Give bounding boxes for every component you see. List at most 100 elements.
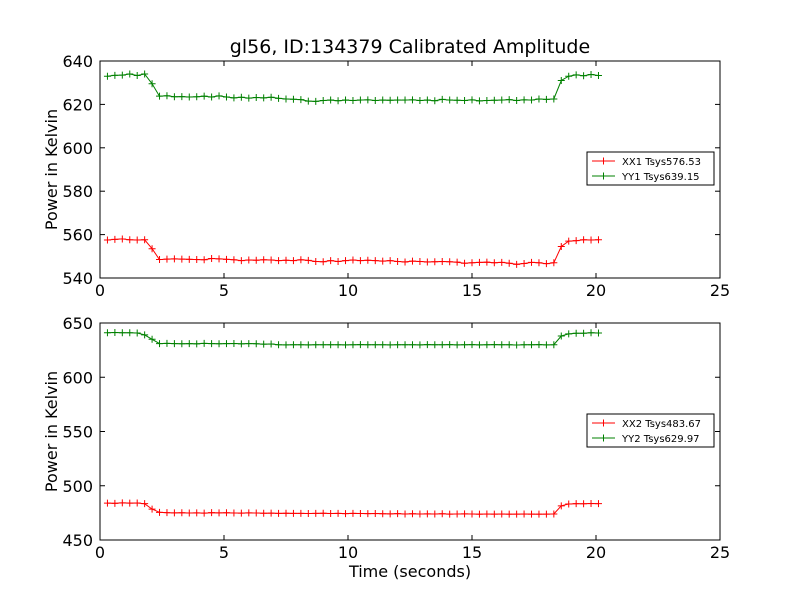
data-point-marker <box>141 70 149 78</box>
data-point-marker <box>312 258 320 266</box>
y-tick-label: 640 <box>62 52 93 71</box>
data-point-marker <box>349 96 357 104</box>
data-point-marker <box>356 257 364 265</box>
y-tick-label: 600 <box>62 139 93 158</box>
data-point-marker <box>275 94 283 102</box>
data-point-marker <box>408 96 416 104</box>
data-point-marker <box>356 96 364 104</box>
data-point-marker <box>319 341 327 349</box>
data-point-marker <box>327 341 335 349</box>
data-point-marker <box>386 96 394 104</box>
data-point-marker <box>245 340 253 348</box>
data-point-marker <box>483 96 491 104</box>
x-tick-label: 0 <box>95 281 105 300</box>
data-point-marker <box>453 510 461 518</box>
data-point-marker <box>446 341 454 349</box>
data-point-marker <box>282 509 290 517</box>
data-point-marker <box>103 499 111 507</box>
data-point-marker <box>297 256 305 264</box>
data-point-marker <box>572 237 580 245</box>
data-point-marker <box>542 510 550 518</box>
data-point-marker <box>327 257 335 265</box>
data-point-marker <box>103 72 111 80</box>
data-point-marker <box>513 341 521 349</box>
bottom-subplot: 0 5 10 15 20 25 450 500 550 600 650 Power in Kelvin… <box>42 314 730 581</box>
x-tick-label: 5 <box>219 281 229 300</box>
data-point-marker <box>215 255 223 263</box>
legend-marker <box>600 419 607 427</box>
data-point-marker <box>401 258 409 266</box>
data-point-marker <box>587 329 595 337</box>
data-point-marker <box>133 72 141 80</box>
data-point-marker <box>111 71 119 79</box>
data-point-marker <box>222 509 230 517</box>
data-point-marker <box>334 509 342 517</box>
data-point-marker <box>327 96 335 104</box>
data-point-marker <box>498 96 506 104</box>
data-point-marker <box>505 341 513 349</box>
data-point-marker <box>252 256 260 264</box>
data-point-marker <box>535 259 543 267</box>
data-point-marker <box>453 341 461 349</box>
data-point-marker <box>594 72 602 80</box>
data-point-marker <box>475 258 483 266</box>
data-point-marker <box>178 93 186 101</box>
x-axis-label: Time (seconds) <box>348 562 471 581</box>
data-point-marker <box>461 96 469 104</box>
data-point-marker <box>178 509 186 517</box>
data-point-marker <box>185 255 193 263</box>
data-point-marker <box>163 339 171 347</box>
data-point-marker <box>222 93 230 101</box>
data-point-marker <box>267 340 275 348</box>
data-point-marker <box>453 258 461 266</box>
legend-marker <box>600 172 607 180</box>
data-point-marker <box>557 502 565 510</box>
data-point-marker <box>349 256 357 264</box>
data-point-marker <box>156 256 164 264</box>
data-point-marker <box>594 500 602 508</box>
data-point-marker <box>297 341 305 349</box>
data-point-marker <box>379 257 387 265</box>
x-tick-label: 20 <box>586 543 606 562</box>
data-point-marker <box>475 341 483 349</box>
data-point-marker <box>118 329 126 337</box>
data-point-marker <box>237 340 245 348</box>
data-point-marker <box>282 256 290 264</box>
data-point-marker <box>200 92 208 100</box>
data-point-marker <box>163 92 171 100</box>
data-point-marker <box>379 341 387 349</box>
data-point-marker <box>148 245 156 253</box>
data-point-marker <box>304 97 312 105</box>
data-point-marker <box>312 97 320 105</box>
data-point-marker <box>550 341 558 349</box>
legend-box <box>586 413 715 448</box>
data-point-marker <box>133 329 141 337</box>
data-point-marker <box>371 96 379 104</box>
data-point-marker <box>342 341 350 349</box>
data-point-marker <box>468 510 476 518</box>
data-point-marker <box>200 256 208 264</box>
data-point-marker <box>267 93 275 101</box>
data-point-marker <box>312 341 320 349</box>
data-point-marker <box>535 95 543 103</box>
data-point-marker <box>468 96 476 104</box>
data-point-marker <box>535 341 543 349</box>
data-point-marker <box>260 256 268 264</box>
data-point-marker <box>416 96 424 104</box>
data-point-marker <box>297 96 305 104</box>
data-point-marker <box>371 257 379 265</box>
data-point-marker <box>371 341 379 349</box>
data-point-marker <box>535 510 543 518</box>
data-point-marker <box>289 509 297 517</box>
data-point-marker <box>237 93 245 101</box>
legend-entry-label: XX1 Tsys576.53 <box>622 157 701 168</box>
data-point-marker <box>156 340 164 348</box>
data-point-marker <box>364 510 372 518</box>
data-point-marker <box>304 341 312 349</box>
data-point-marker <box>580 329 588 337</box>
x-tick-label: 20 <box>586 281 606 300</box>
data-point-marker <box>126 329 134 337</box>
data-point-marker <box>170 255 178 263</box>
data-point-marker <box>394 258 402 266</box>
data-point-marker <box>141 236 149 244</box>
